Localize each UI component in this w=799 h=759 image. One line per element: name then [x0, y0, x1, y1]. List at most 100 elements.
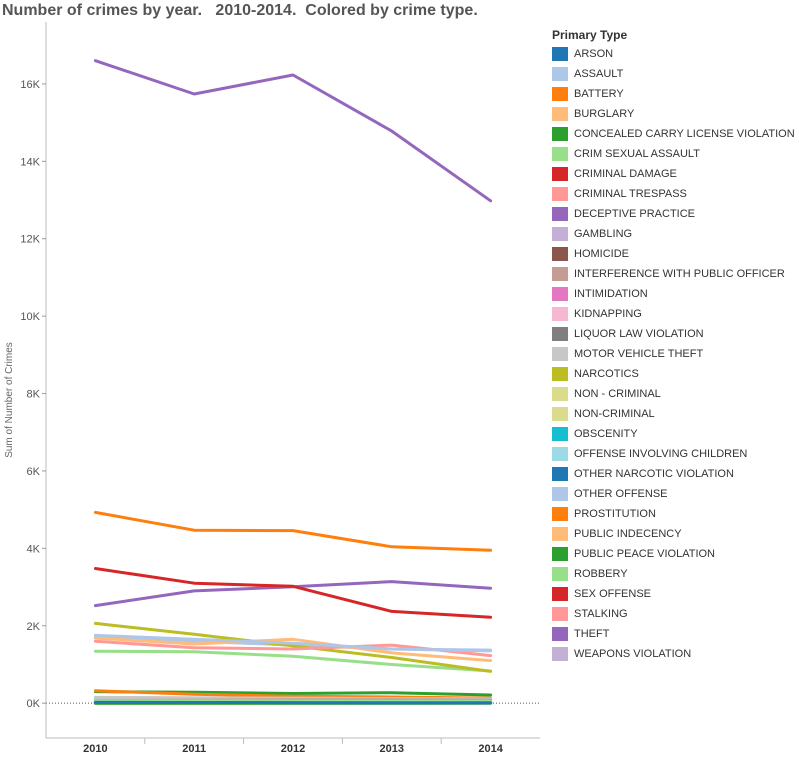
legend-item[interactable]: NARCOTICS: [552, 364, 799, 384]
legend-label: OFFENSE INVOLVING CHILDREN: [574, 448, 748, 460]
legend-swatch: [552, 427, 568, 441]
legend-label: CONCEALED CARRY LICENSE VIOLATION: [574, 128, 795, 140]
legend-label: NON - CRIMINAL: [574, 388, 661, 400]
line-chart: 0K 2K 4K 6K 8K 10K 12K 14K 16K 2010 2011 2012 2013 20…: [4, 22, 540, 755]
legend-item[interactable]: BATTERY: [552, 84, 799, 104]
legend-swatch: [552, 527, 568, 541]
legend-item[interactable]: INTERFERENCE WITH PUBLIC OFFICER: [552, 264, 799, 284]
legend-item[interactable]: WEAPONS VIOLATION: [552, 644, 799, 664]
legend-item[interactable]: CRIMINAL TRESPASS: [552, 184, 799, 204]
legend-item[interactable]: PUBLIC INDECENCY: [552, 524, 799, 544]
legend-item[interactable]: GAMBLING: [552, 224, 799, 244]
legend-swatch: [552, 587, 568, 601]
legend-item[interactable]: PROSTITUTION: [552, 504, 799, 524]
legend-label: WEAPONS VIOLATION: [574, 648, 692, 660]
legend-item[interactable]: BURGLARY: [552, 104, 799, 124]
chart-title: Number of crimes by year. 2010-2014. Col…: [2, 2, 478, 19]
y-tick-label: 6K: [27, 466, 41, 478]
legend-label: PROSTITUTION: [574, 508, 656, 520]
legend-item[interactable]: CRIM SEXUAL ASSAULT: [552, 144, 799, 164]
legend: Primary Type ARSON ASSAULT BATTERY BURGLARY…: [552, 28, 799, 664]
legend-label: GAMBLING: [574, 228, 633, 240]
legend-item[interactable]: OFFENSE INVOLVING CHILDREN: [552, 444, 799, 464]
legend-swatch: [552, 367, 568, 381]
legend-swatch: [552, 547, 568, 561]
legend-swatch: [552, 447, 568, 461]
legend-swatch: [552, 167, 568, 181]
legend-swatch: [552, 487, 568, 501]
legend-swatch: [552, 287, 568, 301]
legend-label: THEFT: [574, 628, 610, 640]
legend-item[interactable]: INTIMIDATION: [552, 284, 799, 304]
legend-swatch: [552, 207, 568, 221]
legend-swatch: [552, 107, 568, 121]
legend-item[interactable]: KIDNAPPING: [552, 304, 799, 324]
legend-item[interactable]: STALKING: [552, 604, 799, 624]
legend-item[interactable]: MOTOR VEHICLE THEFT: [552, 344, 799, 364]
legend-label: PUBLIC INDECENCY: [574, 528, 682, 540]
legend-label: ROBBERY: [574, 568, 628, 580]
legend-label: DECEPTIVE PRACTICE: [574, 208, 696, 220]
legend-item[interactable]: NON - CRIMINAL: [552, 384, 799, 404]
legend-label: LIQUOR LAW VIOLATION: [574, 328, 704, 340]
series-line[interactable]: [93, 510, 493, 552]
legend-item[interactable]: OTHER OFFENSE: [552, 484, 799, 504]
legend-label: HOMICIDE: [574, 248, 629, 260]
y-tick-label: 2K: [27, 621, 41, 633]
legend-swatch: [552, 227, 568, 241]
legend-label: STALKING: [574, 608, 628, 620]
legend-swatch: [552, 387, 568, 401]
legend-item[interactable]: HOMICIDE: [552, 244, 799, 264]
legend-label: BURGLARY: [574, 108, 635, 120]
legend-item[interactable]: OTHER NARCOTIC VIOLATION: [552, 464, 799, 484]
series-line[interactable]: [93, 649, 493, 673]
legend-item[interactable]: ROBBERY: [552, 564, 799, 584]
legend-swatch: [552, 127, 568, 141]
y-tick-label: 16K: [20, 79, 40, 91]
legend-item[interactable]: NON-CRIMINAL: [552, 404, 799, 424]
legend-label: BATTERY: [574, 88, 624, 100]
legend-swatch: [552, 307, 568, 321]
legend-label: INTIMIDATION: [574, 288, 648, 300]
legend-label: MOTOR VEHICLE THEFT: [574, 348, 704, 360]
legend-swatch: [552, 147, 568, 161]
legend-swatch: [552, 87, 568, 101]
legend-item[interactable]: OBSCENITY: [552, 424, 799, 444]
legend-swatch: [552, 327, 568, 341]
legend-item[interactable]: CRIMINAL DAMAGE: [552, 164, 799, 184]
legend-label: CRIMINAL TRESPASS: [574, 188, 687, 200]
y-tick-label: 0K: [27, 698, 41, 710]
y-axis-label: Sum of Number of Crimes: [4, 342, 15, 458]
legend-swatch: [552, 467, 568, 481]
legend-label: INTERFERENCE WITH PUBLIC OFFICER: [574, 268, 785, 280]
series-line[interactable]: [93, 633, 493, 653]
legend-swatch: [552, 407, 568, 421]
legend-items: ARSON ASSAULT BATTERY BURGLARY CONCEALED CAR…: [552, 44, 799, 664]
legend-item[interactable]: LIQUOR LAW VIOLATION: [552, 324, 799, 344]
legend-item[interactable]: ASSAULT: [552, 64, 799, 84]
legend-item[interactable]: PUBLIC PEACE VIOLATION: [552, 544, 799, 564]
legend-item[interactable]: ARSON: [552, 44, 799, 64]
legend-item[interactable]: DECEPTIVE PRACTICE: [552, 204, 799, 224]
legend-label: PUBLIC PEACE VIOLATION: [574, 548, 716, 560]
series-line[interactable]: [93, 567, 493, 619]
legend-swatch: [552, 347, 568, 361]
legend-swatch: [552, 187, 568, 201]
series-line[interactable]: [93, 59, 493, 203]
y-tick-label: 12K: [20, 234, 40, 246]
legend-item[interactable]: SEX OFFENSE: [552, 584, 799, 604]
x-tick-label: 2013: [380, 743, 404, 755]
legend-title: Primary Type: [552, 28, 628, 42]
series-line[interactable]: [93, 636, 493, 663]
x-tick-label: 2011: [182, 743, 206, 755]
legend-item[interactable]: THEFT: [552, 624, 799, 644]
legend-swatch: [552, 267, 568, 281]
legend-label: SEX OFFENSE: [574, 588, 652, 600]
legend-item[interactable]: CONCEALED CARRY LICENSE VIOLATION: [552, 124, 799, 144]
legend-label: KIDNAPPING: [574, 308, 642, 320]
legend-swatch: [552, 67, 568, 81]
x-tick-label: 2012: [281, 743, 305, 755]
y-tick-label: 8K: [27, 389, 41, 401]
series-line[interactable]: [93, 621, 493, 673]
legend-swatch: [552, 47, 568, 61]
